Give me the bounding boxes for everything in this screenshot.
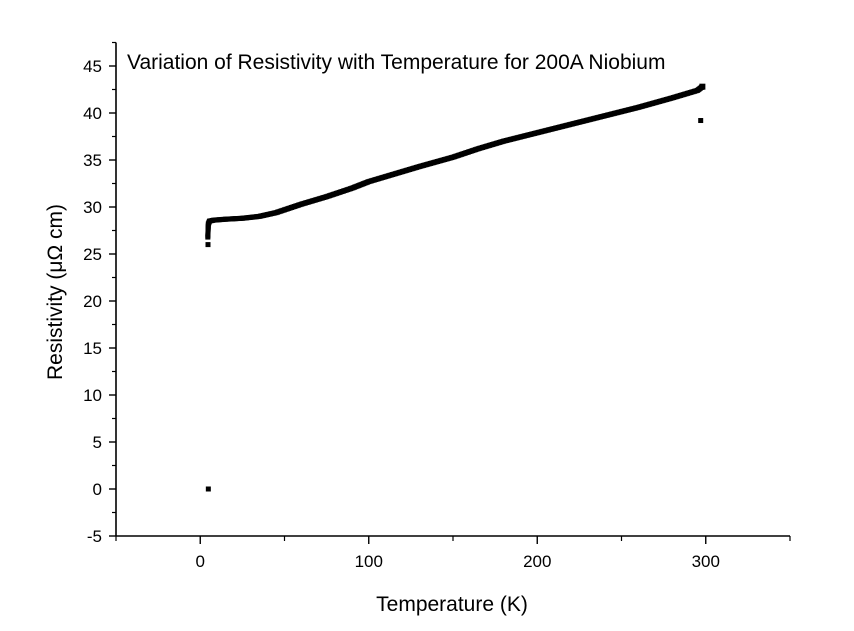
y-tick-label: 10 [83, 386, 102, 405]
y-tick-label: 40 [83, 104, 102, 123]
y-tick-label: 25 [83, 245, 102, 264]
x-tick-label: 0 [196, 552, 205, 571]
y-tick-label: -5 [87, 527, 102, 546]
x-tick-label: 100 [355, 552, 383, 571]
chart-title: Variation of Resistivity with Temperatur… [127, 51, 665, 74]
x-tick-label: 300 [692, 552, 720, 571]
data-point [699, 83, 706, 90]
y-tick-label: 5 [93, 433, 102, 452]
y-axis: -5 0 5 10 15 20 25 30 35 40 45 [83, 41, 117, 546]
outlier-point [205, 242, 211, 248]
y-tick-label: 30 [83, 198, 102, 217]
x-axis-title: Temperature (K) [376, 593, 528, 616]
plot-area [205, 83, 706, 492]
x-tick-label: 200 [523, 552, 551, 571]
y-axis-title: Resistivity (μΩ cm) [44, 204, 67, 380]
outlier-point [698, 118, 704, 124]
outlier-point [205, 486, 211, 492]
x-axis: 0 100 200 300 [115, 535, 791, 571]
y-tick-label: 35 [83, 151, 102, 170]
y-tick-label: 15 [83, 339, 102, 358]
y-tick-label: 20 [83, 292, 102, 311]
y-tick-label: 45 [83, 57, 102, 76]
y-tick-label: 0 [93, 480, 102, 499]
